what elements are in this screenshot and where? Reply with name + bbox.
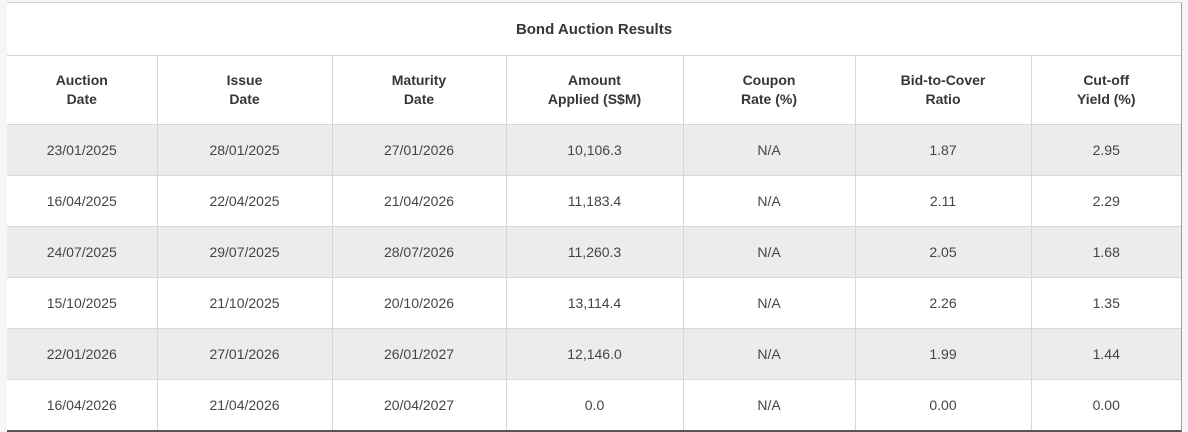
cell-auction-date: 22/01/2026 xyxy=(7,328,157,380)
cell-bid-to-cover: 1.87 xyxy=(854,124,1031,176)
col-header-auction-date: Auction Date xyxy=(7,56,157,125)
cell-cutoff-yield: 0.00 xyxy=(1030,379,1181,430)
table-row: 24/07/2025 29/07/2025 28/07/2026 11,260.… xyxy=(7,226,1181,278)
cell-issue-date: 21/04/2026 xyxy=(156,379,332,430)
cell-bid-to-cover: 2.26 xyxy=(854,277,1031,329)
col-header-maturity-date: Maturity Date xyxy=(331,56,506,125)
table-title: Bond Auction Results xyxy=(7,3,1181,56)
cell-amount-applied: 10,106.3 xyxy=(505,124,683,176)
cell-coupon-rate: N/A xyxy=(682,124,855,176)
header-line1: Maturity xyxy=(391,72,447,89)
header-line2: Ratio xyxy=(925,91,961,107)
cell-coupon-rate: N/A xyxy=(682,379,855,430)
cell-bid-to-cover: 2.11 xyxy=(854,175,1031,227)
table-row: 22/01/2026 27/01/2026 26/01/2027 12,146.… xyxy=(7,328,1181,380)
cell-cutoff-yield: 1.35 xyxy=(1030,277,1181,329)
header-line2: Date xyxy=(66,91,97,107)
header-line1: Cut-off xyxy=(1083,72,1130,89)
cell-coupon-rate: N/A xyxy=(682,277,855,329)
table-row: 15/10/2025 21/10/2025 20/10/2026 13,114.… xyxy=(7,277,1181,329)
table-row: 23/01/2025 28/01/2025 27/01/2026 10,106.… xyxy=(7,124,1181,176)
cell-issue-date: 22/04/2025 xyxy=(156,175,332,227)
cell-amount-applied: 12,146.0 xyxy=(505,328,683,380)
cell-maturity-date: 21/04/2026 xyxy=(331,175,506,227)
header-line1: Bid-to-Cover xyxy=(900,72,986,89)
header-line2: Applied (S$M) xyxy=(547,91,642,107)
header-line2: Rate (%) xyxy=(740,91,797,107)
cell-maturity-date: 28/07/2026 xyxy=(331,226,506,278)
header-line1: Coupon xyxy=(742,72,796,89)
cell-bid-to-cover: 1.99 xyxy=(854,328,1031,380)
header-line2: Yield (%) xyxy=(1076,91,1136,107)
cell-auction-date: 16/04/2026 xyxy=(7,379,157,430)
cell-maturity-date: 20/04/2027 xyxy=(331,379,506,430)
table-row: 16/04/2026 21/04/2026 20/04/2027 0.0 N/A… xyxy=(7,379,1181,430)
header-line1: Auction xyxy=(55,72,108,89)
col-header-cutoff-yield: Cut-off Yield (%) xyxy=(1030,56,1181,125)
cell-auction-date: 15/10/2025 xyxy=(7,277,157,329)
table-row: 16/04/2025 22/04/2025 21/04/2026 11,183.… xyxy=(7,175,1181,227)
cell-cutoff-yield: 2.29 xyxy=(1030,175,1181,227)
cell-issue-date: 21/10/2025 xyxy=(156,277,332,329)
cell-bid-to-cover: 0.00 xyxy=(854,379,1031,430)
col-header-issue-date: Issue Date xyxy=(156,56,332,125)
cell-issue-date: 27/01/2026 xyxy=(156,328,332,380)
cell-bid-to-cover: 2.05 xyxy=(854,226,1031,278)
bond-auction-results-card: Bond Auction Results Auction Date xyxy=(7,2,1182,432)
cell-auction-date: 23/01/2025 xyxy=(7,124,157,176)
cell-amount-applied: 0.0 xyxy=(505,379,683,430)
col-header-amount-applied: Amount Applied (S$M) xyxy=(505,56,683,125)
cell-maturity-date: 20/10/2026 xyxy=(331,277,506,329)
cell-maturity-date: 26/01/2027 xyxy=(331,328,506,380)
cell-coupon-rate: N/A xyxy=(682,175,855,227)
cell-maturity-date: 27/01/2026 xyxy=(331,124,506,176)
cell-cutoff-yield: 2.95 xyxy=(1030,124,1181,176)
col-header-bid-to-cover: Bid-to-Cover Ratio xyxy=(854,56,1031,125)
cell-issue-date: 28/01/2025 xyxy=(156,124,332,176)
bond-auction-results-table: Auction Date Issue Date Maturity Date Am… xyxy=(7,56,1181,430)
cell-cutoff-yield: 1.44 xyxy=(1030,328,1181,380)
col-header-coupon-rate: Coupon Rate (%) xyxy=(682,56,855,125)
header-line1: Issue xyxy=(226,72,263,89)
cell-amount-applied: 13,114.4 xyxy=(505,277,683,329)
cell-auction-date: 24/07/2025 xyxy=(7,226,157,278)
cell-amount-applied: 11,260.3 xyxy=(505,226,683,278)
cell-issue-date: 29/07/2025 xyxy=(156,226,332,278)
cell-auction-date: 16/04/2025 xyxy=(7,175,157,227)
header-line2: Date xyxy=(229,91,260,107)
header-line2: Date xyxy=(403,91,435,107)
cell-coupon-rate: N/A xyxy=(682,226,855,278)
cell-amount-applied: 11,183.4 xyxy=(505,175,683,227)
header-row: Auction Date Issue Date Maturity Date Am… xyxy=(7,56,1181,125)
cell-cutoff-yield: 1.68 xyxy=(1030,226,1181,278)
cell-coupon-rate: N/A xyxy=(682,328,855,380)
header-line1: Amount xyxy=(568,72,621,89)
